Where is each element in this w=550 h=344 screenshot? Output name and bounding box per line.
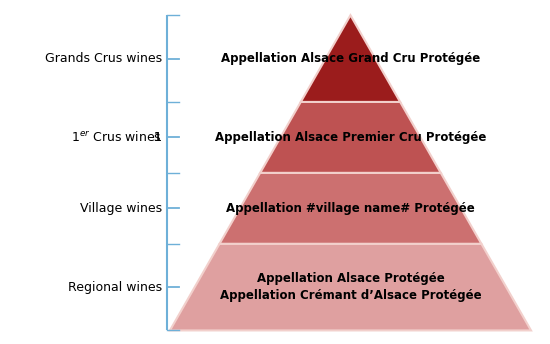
Text: Appellation Alsace Grand Cru Protégée: Appellation Alsace Grand Cru Protégée [221, 52, 480, 65]
Text: Appellation Alsace Premier Cru Protégée: Appellation Alsace Premier Cru Protégée [214, 131, 486, 144]
Text: Grands Crus wines: Grands Crus wines [45, 52, 162, 65]
Text: Village wines: Village wines [80, 202, 162, 215]
Polygon shape [170, 244, 531, 331]
Text: 1: 1 [154, 131, 162, 144]
Text: Appellation Alsace Protégée
Appellation Crémant d’Alsace Protégée: Appellation Alsace Protégée Appellation … [219, 272, 481, 302]
Text: 1: 1 [154, 131, 162, 144]
Polygon shape [219, 173, 481, 244]
Polygon shape [301, 15, 400, 102]
Text: Regional wines: Regional wines [68, 281, 162, 294]
Text: 1$^{er}$ Crus wines: 1$^{er}$ Crus wines [71, 130, 162, 144]
Text: Appellation #village name# Protégée: Appellation #village name# Protégée [226, 202, 475, 215]
Polygon shape [260, 102, 441, 173]
